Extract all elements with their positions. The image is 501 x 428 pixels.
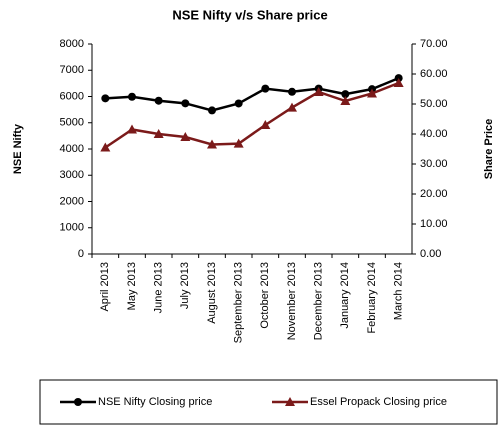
point <box>393 78 404 87</box>
y2-axis-title: Share Price <box>483 119 495 180</box>
point <box>261 84 270 93</box>
y2-tick-label: 50.00 <box>420 98 448 110</box>
series-line <box>105 76 400 112</box>
y2-tick-label: 20.00 <box>420 188 448 200</box>
y2-tick-label: 10.00 <box>420 218 448 230</box>
point <box>341 90 350 99</box>
point <box>181 99 190 108</box>
y-tick-label: 7000 <box>60 64 84 76</box>
x-tick-label: September 2013 <box>233 262 245 343</box>
point <box>154 96 163 105</box>
point <box>128 92 136 101</box>
x-tick-label: December 2013 <box>313 262 325 340</box>
point <box>367 88 377 98</box>
x-tick-label: November 2013 <box>286 262 298 340</box>
y-tick-label: 8000 <box>60 38 84 50</box>
y-tick-label: 3000 <box>60 169 84 181</box>
y2-tick-label: 40.00 <box>420 128 448 140</box>
legend-box <box>39 379 498 425</box>
point <box>127 124 137 134</box>
point <box>207 139 217 149</box>
x-tick-label: August 2013 <box>206 262 218 324</box>
legend-label: NSE Nifty Closing price <box>98 396 212 408</box>
point <box>287 102 297 112</box>
point <box>260 120 271 129</box>
y2-tick-label: 30.00 <box>420 158 448 170</box>
y2-tick-label: 70.00 <box>420 38 448 50</box>
y-tick-label: 2000 <box>60 195 84 207</box>
x-tick-label: May 2013 <box>126 262 138 310</box>
x-tick-label: April 2013 <box>99 262 111 312</box>
point <box>153 129 164 138</box>
point <box>313 87 324 96</box>
chart-title: NSE Nifty v/s Share price <box>172 7 327 22</box>
x-tick-label: June 2013 <box>153 262 165 313</box>
y-tick-label: 6000 <box>60 90 84 102</box>
point <box>74 398 82 406</box>
x-tick-label: March 2014 <box>393 262 405 320</box>
point <box>340 96 351 105</box>
x-tick-label: October 2013 <box>259 262 271 329</box>
x-tick-label: July 2013 <box>179 262 191 309</box>
y2-tick-label: 60.00 <box>420 68 448 80</box>
y2-tick-label: 0.00 <box>420 248 441 260</box>
point <box>180 132 191 141</box>
point <box>101 94 110 103</box>
point <box>100 142 111 152</box>
y-axis-title: NSE Nifty <box>12 123 24 174</box>
point <box>233 138 244 148</box>
x-tick-label: February 2014 <box>366 262 378 334</box>
point <box>288 87 296 96</box>
y-tick-label: 4000 <box>60 143 84 155</box>
y-tick-label: 0 <box>78 248 84 260</box>
y-tick-label: 5000 <box>60 117 84 129</box>
point <box>234 99 243 108</box>
x-tick-label: January 2014 <box>339 262 351 329</box>
series-line <box>104 81 400 149</box>
legend-label: Essel Propack Closing price <box>310 396 447 408</box>
point <box>208 106 216 115</box>
point <box>285 397 295 406</box>
y-tick-label: 1000 <box>60 222 84 234</box>
